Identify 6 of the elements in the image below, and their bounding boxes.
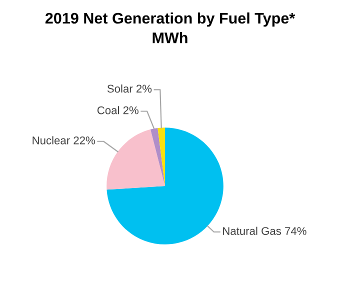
slice-label: Nuclear 22% xyxy=(32,136,96,144)
chart-title: 2019 Net Generation by Fuel Type* xyxy=(45,12,296,27)
slice-label: Solar 2% xyxy=(107,84,152,93)
chart-subtitle: MWh xyxy=(152,32,188,44)
slice-label: Coal 2% xyxy=(97,106,138,114)
slice-label: Natural Gas 74% xyxy=(223,226,306,235)
